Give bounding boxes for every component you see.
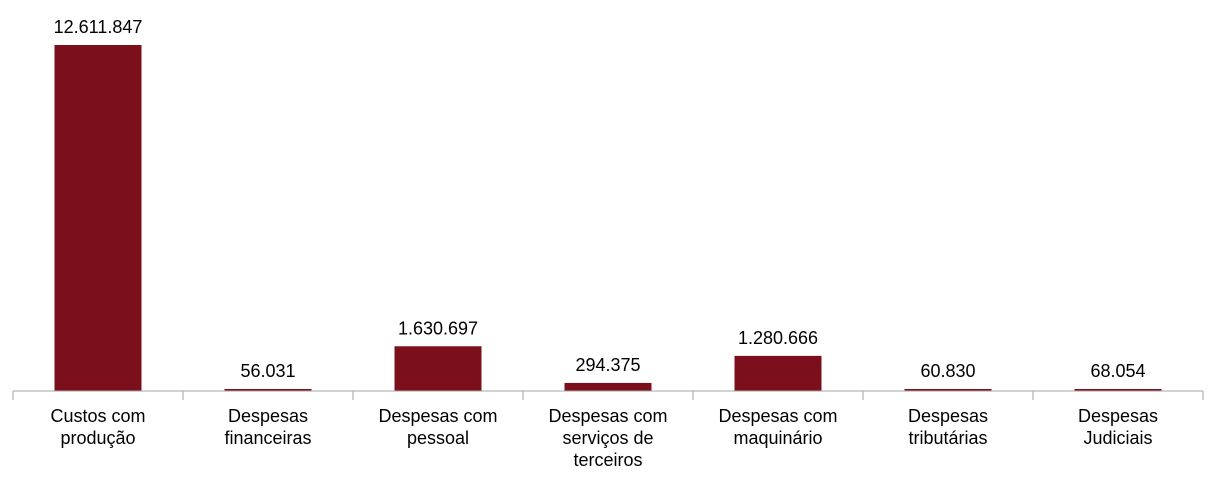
category-label-4: Despesas com maquinário [718,406,837,448]
bar-1 [224,389,312,391]
category-label-line: produção [60,428,135,448]
x-axis [12,390,1204,400]
category-label-1: Despesas financeiras [224,406,311,448]
bar-4 [734,355,822,391]
category-label-line: financeiras [224,428,311,448]
category-label-line: Custos com [50,406,145,426]
category-label-5: Despesas tributárias [908,406,988,448]
value-label-5: 60.830 [920,361,975,381]
category-label-line: Despesas com [718,406,837,426]
value-label-6: 68.054 [1090,361,1145,381]
bar-6 [1074,389,1162,391]
category-label-line: Despesas [908,406,988,426]
category-label-line: Judiciais [1083,428,1152,448]
value-label-4: 1.280.666 [738,328,818,348]
value-labels-layer: 12.611.847 56.031 1.630.697 294.375 1.280.66… [54,17,1146,381]
value-label-2: 1.630.697 [398,318,478,338]
value-label-3: 294.375 [575,355,640,375]
category-label-line: Despesas com [378,406,497,426]
bars-layer [54,45,1162,391]
category-label-line: Despesas [228,406,308,426]
bar-0 [54,45,142,391]
category-label-line: terceiros [573,450,642,470]
category-label-line: pessoal [407,428,469,448]
category-label-3: Despesas com serviços de terceiros [548,406,667,470]
category-label-line: serviços de [562,428,653,448]
category-label-6: Despesas Judiciais [1078,406,1158,448]
category-label-line: Despesas com [548,406,667,426]
category-label-0: Custos com produção [50,406,145,448]
category-label-line: maquinário [733,428,822,448]
bar-3 [564,382,652,391]
category-label-line: Despesas [1078,406,1158,426]
bar-2 [394,346,482,391]
category-label-line: tributárias [908,428,987,448]
bar-5 [904,389,992,391]
value-label-1: 56.031 [240,361,295,381]
category-label-2: Despesas com pessoal [378,406,497,448]
value-label-0: 12.611.847 [54,17,143,37]
